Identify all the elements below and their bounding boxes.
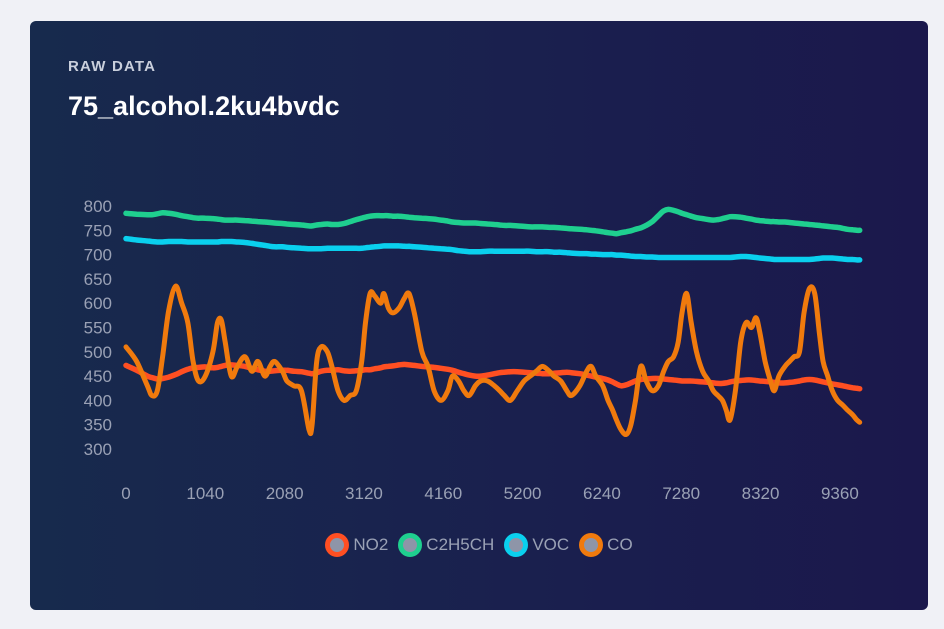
series-line-co <box>123 283 863 437</box>
x-tick-label: 9360 <box>821 484 859 503</box>
legend-swatch-icon <box>325 533 350 557</box>
x-tick-label: 2080 <box>266 484 304 503</box>
y-tick-label: 500 <box>84 343 112 362</box>
x-tick-label: 8320 <box>742 484 780 503</box>
legend-item-no2[interactable]: NO2 <box>325 533 388 557</box>
legend-swatch-icon <box>398 533 423 557</box>
y-tick-label: 400 <box>84 391 112 410</box>
y-tick-label: 600 <box>84 294 112 313</box>
y-tick-label: 300 <box>84 440 112 459</box>
y-tick-label: 750 <box>84 221 112 240</box>
line-chart: 300 350 400 450 500 550 600 650 700 750 800 0 1040 2… <box>84 197 863 503</box>
legend-label: C2H5CH <box>426 535 495 554</box>
x-axis-ticks: 0 1040 2080 3120 4160 5200 6240 7280 8320 9360 <box>121 484 859 503</box>
y-tick-label: 800 <box>84 197 112 216</box>
legend-item-voc[interactable]: VOC <box>504 533 569 557</box>
y-tick-label: 450 <box>84 367 112 386</box>
y-axis-ticks: 300 350 400 450 500 550 600 650 700 750 800 <box>84 197 112 459</box>
card-eyebrow: RAW DATA <box>68 58 157 75</box>
x-tick-label: 6240 <box>583 484 621 503</box>
x-tick-label: 3120 <box>345 484 383 503</box>
y-tick-label: 550 <box>84 319 112 338</box>
legend-label: CO <box>607 535 633 554</box>
legend-item-c2h5ch[interactable]: C2H5CH <box>398 533 494 557</box>
chart-title: 75_alcohol.2ku4bvdc <box>68 91 340 121</box>
series-line-voc <box>123 235 863 263</box>
series-line-c2h5ch <box>123 206 863 237</box>
y-tick-label: 650 <box>84 270 112 289</box>
legend-swatch-icon <box>579 533 604 557</box>
x-tick-label: 7280 <box>662 484 700 503</box>
y-tick-label: 350 <box>84 416 112 435</box>
chart-legend: NO2 C2H5CH VOC CO <box>30 533 928 557</box>
y-tick-label: 700 <box>84 246 112 265</box>
x-tick-label: 5200 <box>504 484 542 503</box>
legend-swatch-icon <box>504 533 529 557</box>
x-tick-label: 1040 <box>186 484 224 503</box>
x-tick-label: 0 <box>121 484 130 503</box>
x-tick-label: 4160 <box>424 484 462 503</box>
series-lines <box>123 206 863 437</box>
chart-card: RAW DATA 75_alcohol.2ku4bvdc 300 350 400 45… <box>30 21 928 610</box>
legend-label: VOC <box>532 535 570 554</box>
legend-item-co[interactable]: CO <box>579 533 633 557</box>
legend-label: NO2 <box>353 535 389 554</box>
